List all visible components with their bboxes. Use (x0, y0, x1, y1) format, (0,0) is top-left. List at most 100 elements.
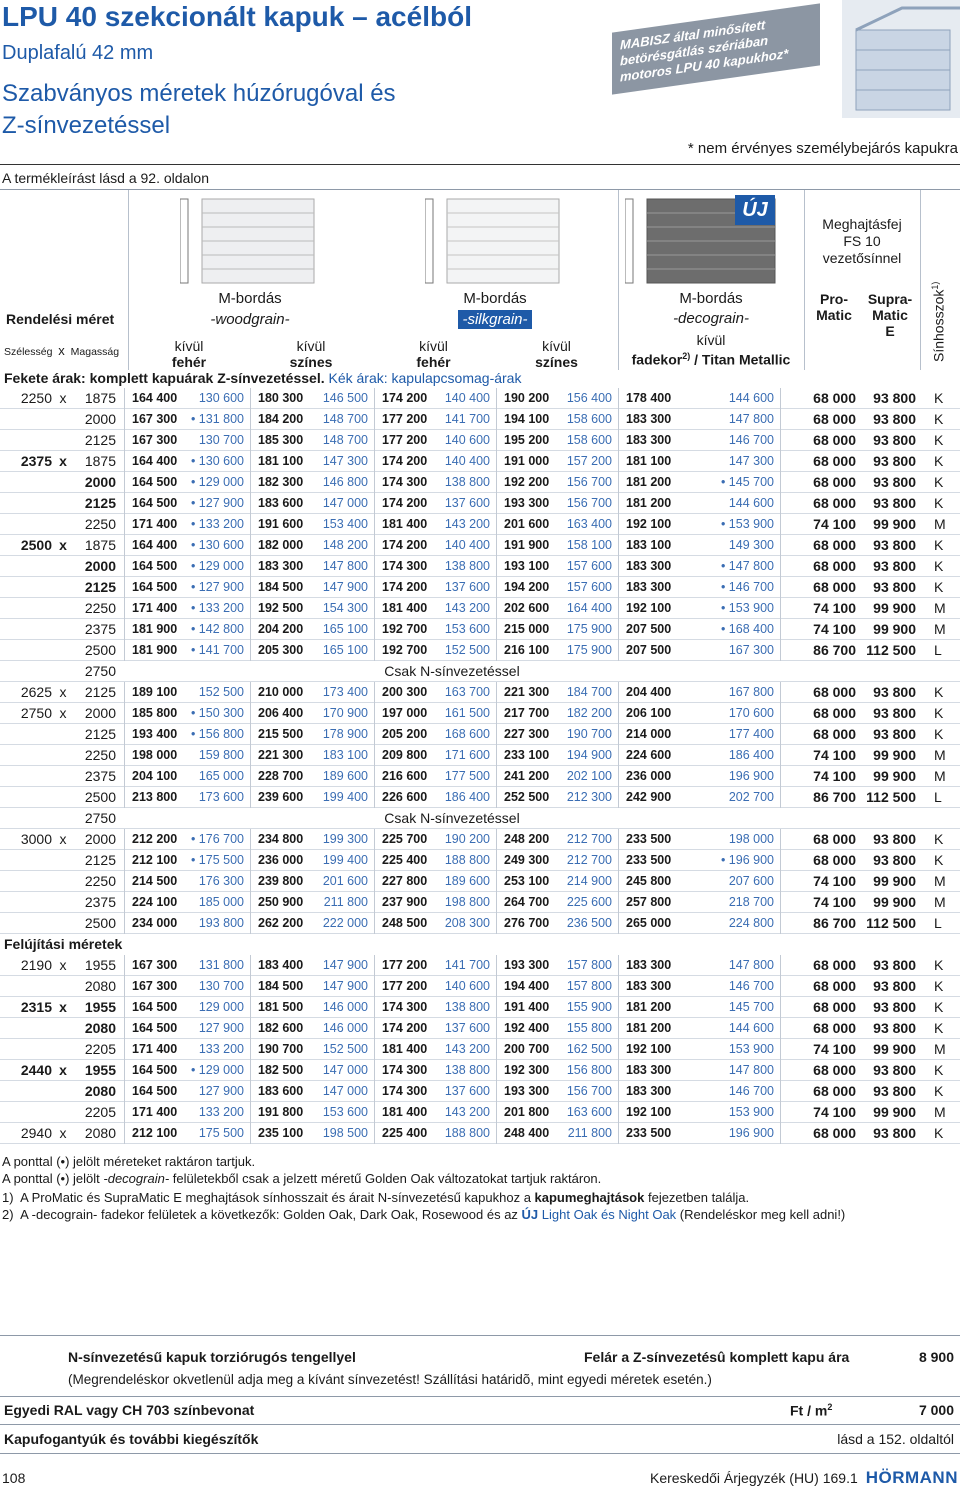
price: 192 700 (374, 640, 434, 661)
footnote-part: 2) A -decograin- fadekor felületek a köv… (2, 1207, 522, 1222)
price: 233 500 (618, 1123, 708, 1144)
price: 201 600 (322, 874, 368, 888)
extra-unit: Ft / m2 (790, 1402, 832, 1419)
price: 130 700 (198, 433, 244, 447)
promatic: 68 000 (780, 850, 860, 871)
by: x (59, 390, 67, 406)
price: 177 200 (374, 955, 434, 976)
price: 264 700 (496, 892, 556, 913)
rule (0, 1396, 960, 1397)
table-row: 2500 x 1875 164 400 • 130 600 182 000 148 200 1… (0, 535, 960, 556)
price: 167 300 (124, 430, 184, 451)
supramatic: 93 800 (873, 978, 916, 994)
promatic: 86 700 (780, 787, 860, 808)
side-bottom: fadekor2) / Titan Metallic (618, 348, 804, 368)
price: 235 100 (250, 1123, 310, 1144)
price: 214 000 (618, 724, 708, 745)
price: 161 500 (444, 706, 490, 720)
price: 188 800 (444, 853, 490, 867)
price: 186 400 (728, 748, 774, 762)
width: 2940 (20, 1125, 52, 1141)
price: 152 500 (322, 1042, 368, 1056)
supramatic: 99 900 (873, 873, 916, 889)
price: 171 600 (444, 748, 490, 762)
rail: K (934, 453, 944, 469)
price: 147 300 (322, 454, 368, 468)
price: 140 600 (444, 979, 490, 993)
supramatic: 93 800 (873, 411, 916, 427)
price: 141 700 (444, 958, 490, 972)
rail: K (934, 411, 944, 427)
price: 204 100 (124, 766, 184, 787)
rail: K (934, 978, 944, 994)
table-row: 2440 x 1955 164 500 • 129 000 182 500 147 000 1… (0, 1060, 960, 1081)
price: 225 400 (374, 850, 434, 871)
price: • 175 500 (190, 853, 244, 867)
door-picture (180, 198, 315, 284)
price: 163 700 (444, 685, 490, 699)
price: 147 800 (728, 1063, 774, 1077)
price: 183 100 (618, 535, 708, 556)
profile: M-bordás (679, 290, 743, 307)
price: 185 000 (198, 895, 244, 909)
price: 175 900 (566, 643, 612, 657)
promatic: 68 000 (780, 724, 860, 745)
price: 138 800 (444, 475, 490, 489)
price: 147 000 (322, 1063, 368, 1077)
size-label: Szélesség x Magasság (4, 343, 119, 358)
price: 191 400 (496, 997, 556, 1018)
footnote: 1) A ProMatic és SupraMatic E meghajtáso… (2, 1189, 845, 1206)
rail: K (934, 579, 944, 595)
extra-price: lásd a 152. oldaltól (837, 1431, 954, 1447)
footnote-part: fejezetben találja. (644, 1190, 750, 1205)
by: x (59, 999, 67, 1015)
promatic: 68 000 (780, 472, 860, 493)
note: 1) (930, 281, 940, 290)
price: 174 200 (374, 1018, 434, 1039)
price: 164 500 (124, 997, 184, 1018)
width: 2190 (20, 957, 52, 973)
promatic: 74 100 (780, 514, 860, 535)
rail: M (934, 1041, 946, 1057)
table-row: 2375 181 900 • 142 800 204 200 165 100 192 70… (0, 619, 960, 640)
height: 1955 (84, 957, 116, 973)
price: • 142 800 (190, 622, 244, 636)
price: 190 700 (250, 1039, 310, 1060)
price: 164 500 (124, 1018, 184, 1039)
table-row: 2375 x 1875 164 400 • 130 600 181 100 147 300 1… (0, 451, 960, 472)
price: 181 200 (618, 1018, 708, 1039)
price: 211 800 (323, 895, 368, 909)
door-icon (842, 0, 960, 118)
line: Meghajtásfej (822, 216, 902, 232)
height: 2375 (84, 768, 116, 784)
footnote: 2) A -decograin- fadekor felületek a köv… (2, 1206, 845, 1223)
legend: Fekete árak: komplett kapuárak Z-sínveze… (4, 370, 521, 386)
rail: K (934, 1062, 944, 1078)
price: 212 200 (124, 829, 184, 850)
footnote-part: felületekből csak a jelzett méretű Golde… (169, 1171, 602, 1186)
price: 175 900 (566, 622, 612, 636)
price: 177 200 (374, 976, 434, 997)
price: 249 300 (496, 850, 556, 871)
height: 2000 (84, 474, 116, 490)
price: 171 400 (124, 1039, 184, 1060)
price: 143 200 (444, 601, 490, 615)
price: 193 300 (496, 955, 556, 976)
price: 164 400 (124, 388, 184, 409)
price: 131 800 (198, 958, 244, 972)
supramatic: 93 800 (873, 558, 916, 574)
price: 214 500 (124, 871, 184, 892)
price: 153 600 (322, 1105, 368, 1119)
promatic: Pro- Matic (804, 291, 864, 323)
supramatic: 93 800 (873, 1125, 916, 1141)
price: 152 500 (444, 643, 490, 657)
price: 144 600 (728, 1021, 774, 1035)
line: Supra- (867, 291, 913, 307)
price: 206 100 (618, 703, 708, 724)
price: 222 000 (322, 916, 368, 930)
price: 177 200 (374, 430, 434, 451)
supramatic: 93 800 (873, 537, 916, 553)
price: 181 200 (618, 493, 708, 514)
table-row: 2250 198 000 159 800 221 300 183 100 209 800 1… (0, 745, 960, 766)
